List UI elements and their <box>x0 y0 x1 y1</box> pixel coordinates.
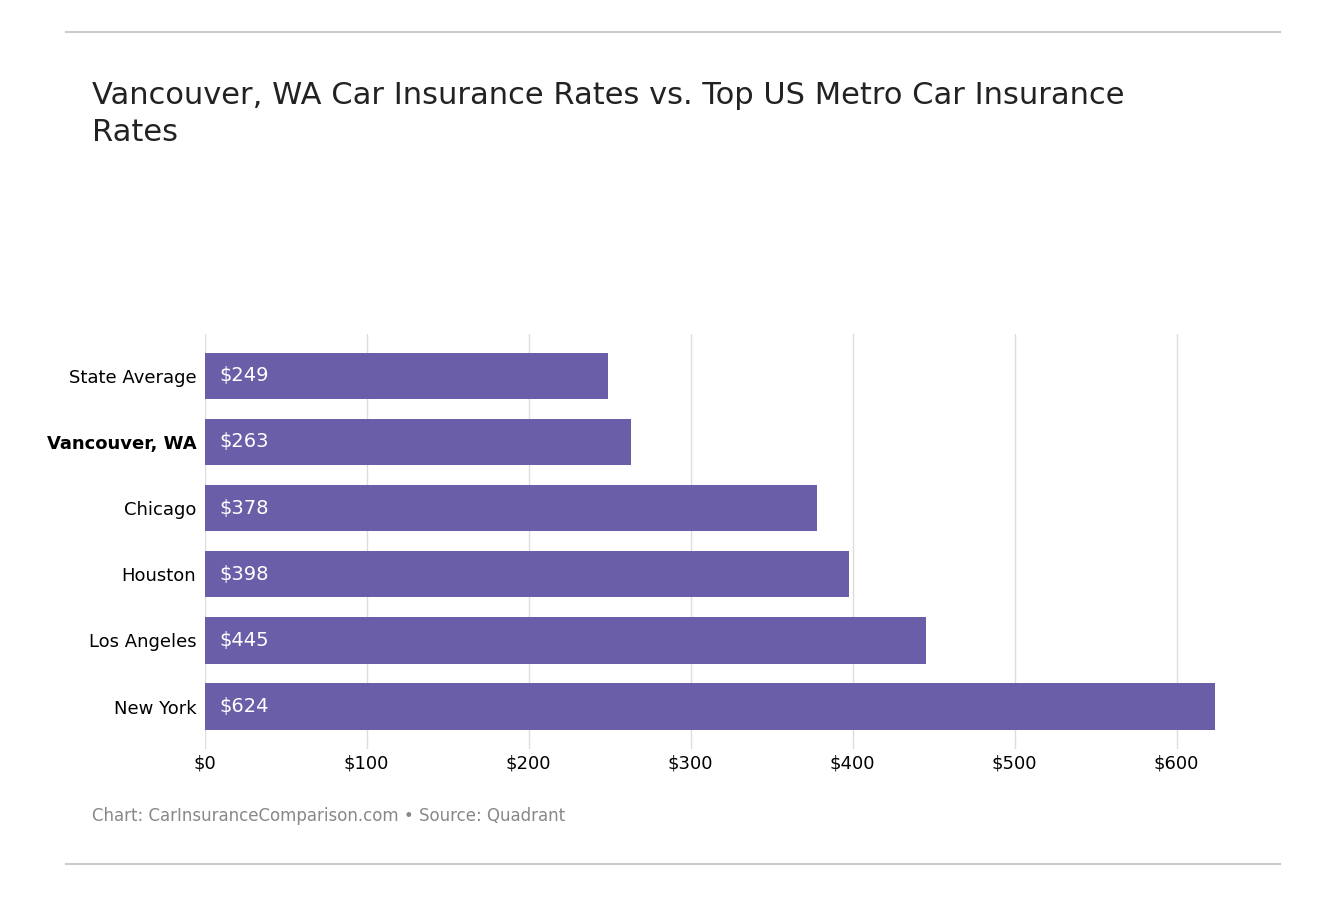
Text: $249: $249 <box>219 366 269 385</box>
Text: $378: $378 <box>219 499 269 518</box>
Bar <box>205 353 609 399</box>
Text: $445: $445 <box>219 631 269 650</box>
Bar <box>205 485 817 531</box>
Bar <box>205 551 849 597</box>
Text: Chart: CarInsuranceComparison.com • Source: Quadrant: Chart: CarInsuranceComparison.com • Sour… <box>92 807 565 825</box>
Bar <box>205 617 925 664</box>
Bar <box>205 419 631 465</box>
Bar <box>205 684 1216 730</box>
Text: Vancouver, WA Car Insurance Rates vs. Top US Metro Car Insurance
Rates: Vancouver, WA Car Insurance Rates vs. To… <box>92 81 1125 147</box>
Text: $263: $263 <box>219 432 269 451</box>
Text: $624: $624 <box>219 697 269 716</box>
Text: $398: $398 <box>219 565 269 584</box>
